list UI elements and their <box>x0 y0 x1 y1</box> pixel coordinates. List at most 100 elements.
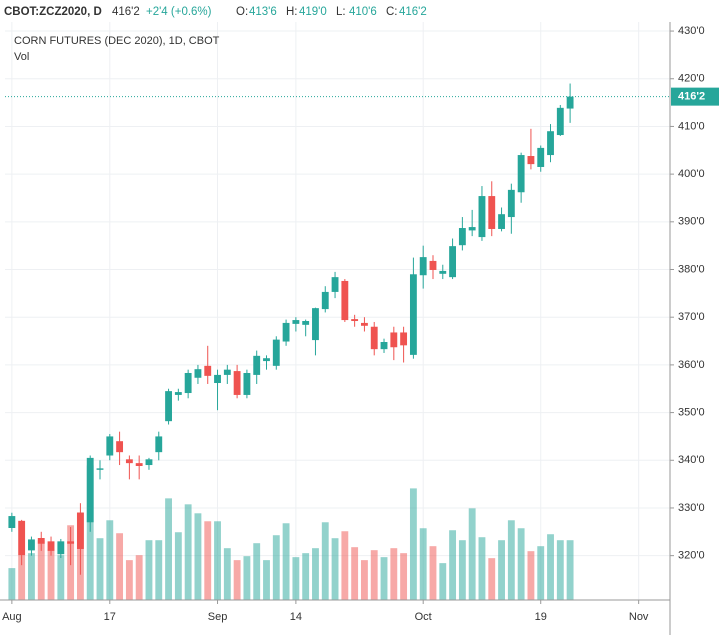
volume-bar <box>155 540 163 600</box>
volume-bar <box>272 535 280 600</box>
candle-body <box>292 320 300 324</box>
header: CBOT:ZCZ2020, D 416'2 +2'4 (+0.6%) <box>4 6 212 18</box>
volume-bar <box>380 557 388 600</box>
candle-body <box>566 96 574 109</box>
x-tick-label: 19 <box>535 611 547 623</box>
volume-bar <box>312 548 319 600</box>
volume-bar <box>302 553 310 600</box>
volume-bar <box>86 465 94 600</box>
volume-bar <box>361 560 368 600</box>
volume-bar <box>8 568 16 600</box>
candle-body <box>507 189 515 218</box>
volume-bar <box>449 530 457 600</box>
candle-body <box>233 371 241 395</box>
y-tick-label: 420'0 <box>678 73 705 85</box>
candle-body <box>18 520 26 556</box>
volume-bar <box>253 543 261 600</box>
candle-body <box>28 539 35 551</box>
x-tick-label: Nov <box>629 611 649 623</box>
volume-bar <box>507 520 515 600</box>
candle-body <box>282 322 290 342</box>
volume-bar <box>409 488 417 600</box>
candle-body <box>96 468 104 470</box>
volume-bar <box>331 538 339 600</box>
candle-body <box>214 374 221 384</box>
y-tick-label: 340'0 <box>678 454 705 466</box>
candle-body <box>67 541 75 544</box>
y-tick-label: 410'0 <box>678 120 705 132</box>
candles <box>8 83 574 575</box>
y-tick-label: 330'0 <box>678 502 705 514</box>
candle-body <box>116 441 124 453</box>
volume-bar <box>390 548 398 600</box>
volume-bar <box>135 555 143 600</box>
symbol: CBOT:ZCZ2020, D <box>4 6 102 18</box>
candle-body <box>341 280 349 321</box>
candle-body <box>8 516 16 528</box>
candle-body <box>272 339 280 366</box>
volume-bar <box>282 523 290 600</box>
candle-body <box>184 372 192 394</box>
candle-body <box>86 457 94 523</box>
y-tick-label: 320'0 <box>678 550 705 562</box>
candle-body <box>165 391 172 422</box>
candle-body <box>312 308 319 341</box>
candle-body <box>439 270 447 274</box>
candle-body <box>263 358 270 362</box>
candle-body <box>419 257 427 276</box>
volume-bar <box>116 533 124 600</box>
volume-bar <box>263 560 270 600</box>
volume-bar <box>184 504 192 600</box>
candle-body <box>498 214 505 229</box>
candle-body <box>155 436 163 453</box>
candle-body <box>488 196 496 229</box>
volume-bar <box>341 531 349 600</box>
candle-body <box>361 322 368 326</box>
x-tick-label: Oct <box>415 611 432 623</box>
ohlc-label: O: <box>236 6 248 18</box>
candle-body <box>556 107 564 136</box>
volume-bar <box>498 540 505 600</box>
candle-body <box>223 369 231 375</box>
candle-body <box>400 332 408 346</box>
ohlc-value: 410'6 <box>349 6 377 18</box>
volume-bar <box>370 550 378 600</box>
last-price: 416'2 <box>112 6 140 18</box>
volume-bar <box>37 540 45 600</box>
candle-body <box>204 365 212 376</box>
x-tick-label: Aug <box>2 611 22 623</box>
volume-bar <box>351 547 359 600</box>
volume-bar <box>429 546 437 600</box>
volume-bar <box>57 555 65 600</box>
y-tick-label: 390'0 <box>678 216 705 228</box>
y-tick-label: 400'0 <box>678 168 705 180</box>
volume-bar <box>106 520 114 600</box>
candle-body <box>380 341 388 350</box>
price-tag <box>671 87 719 106</box>
candle-body <box>37 538 45 544</box>
ohlc-label: C: <box>386 6 398 18</box>
volume-bar <box>125 560 133 600</box>
x-tick-label: 17 <box>104 611 116 623</box>
volume-bar <box>478 537 486 600</box>
candle-body <box>194 369 202 378</box>
volume-bar <box>18 555 26 600</box>
candle-body <box>537 147 545 167</box>
volume-bar <box>243 556 251 600</box>
ohlc-value: 416'2 <box>399 6 427 18</box>
candle-body <box>547 131 554 156</box>
volume-bar <box>194 513 202 600</box>
x-tick-label: Sep <box>208 611 228 623</box>
candle-body <box>351 319 359 322</box>
candle-body <box>390 332 398 348</box>
volume-bar <box>468 508 476 600</box>
price-tag-label: 416'2 <box>678 91 705 103</box>
volume-bar <box>165 498 172 600</box>
ohlc-label: L: <box>336 6 346 18</box>
volume-bar <box>47 549 55 600</box>
volume-bar <box>96 538 104 600</box>
candle-body <box>106 436 114 456</box>
volume-bar <box>537 546 545 600</box>
ohlc-label: H: <box>286 6 298 18</box>
